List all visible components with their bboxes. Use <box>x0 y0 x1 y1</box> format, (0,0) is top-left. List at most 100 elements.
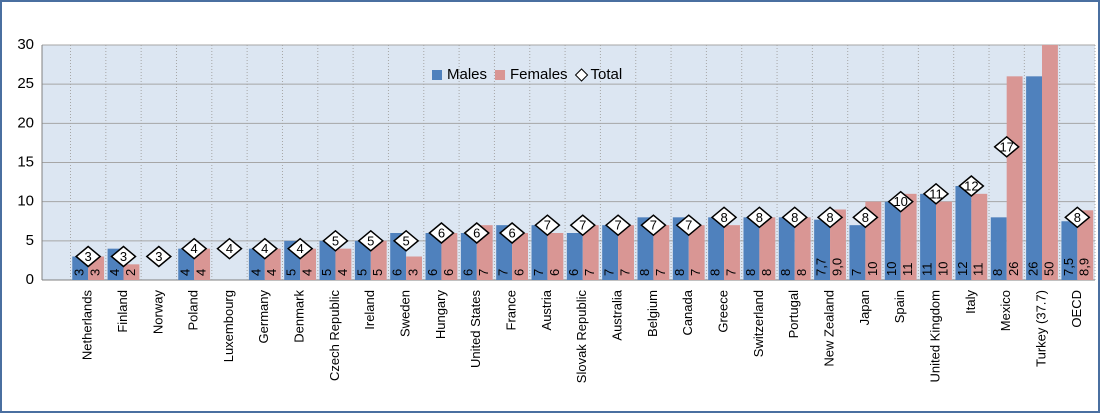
total-label: 7 <box>614 218 621 233</box>
value-label: 11 <box>971 263 986 277</box>
value-label: 11 <box>900 263 915 277</box>
x-tick-label: Australia <box>610 289 625 340</box>
bar <box>778 217 795 280</box>
total-label: 11 <box>929 186 943 201</box>
total-label: 6 <box>508 225 515 240</box>
total-marker <box>887 190 914 213</box>
bar <box>566 233 583 280</box>
value-label: 3 <box>72 269 87 276</box>
value-label: 10 <box>935 262 950 276</box>
total-marker <box>498 222 526 244</box>
value-label: 6 <box>390 269 405 276</box>
total-marker <box>74 245 102 268</box>
value-label: 8 <box>990 269 1005 276</box>
total-label: 4 <box>191 241 198 256</box>
value-label: 4 <box>264 269 279 276</box>
value-label: 5 <box>319 269 334 276</box>
total-marker <box>958 175 985 197</box>
total-label: 8 <box>791 210 798 225</box>
total-label: 4 <box>261 241 268 256</box>
y-tick-label: 25 <box>17 75 34 92</box>
bar <box>920 193 937 280</box>
value-label: 7 <box>476 269 491 276</box>
bar <box>794 217 811 280</box>
bar <box>194 248 211 280</box>
value-label: 7,5 <box>1061 258 1076 276</box>
total-label: 4 <box>226 241 233 256</box>
x-tick-label: Germany <box>256 290 271 344</box>
bar <box>335 248 352 280</box>
value-label: 9,0 <box>829 258 844 276</box>
total-label: 8 <box>826 210 833 225</box>
bar <box>990 217 1007 280</box>
total-label: 7 <box>685 218 692 233</box>
bar <box>653 225 670 280</box>
value-label: 7 <box>496 269 511 276</box>
bar <box>724 225 740 280</box>
value-label: 10 <box>865 262 880 276</box>
total-label: 3 <box>85 249 92 264</box>
value-label: 6 <box>511 269 526 276</box>
bar <box>759 217 776 280</box>
bar <box>830 209 846 280</box>
bar <box>814 219 831 280</box>
legend-swatch <box>574 68 589 82</box>
value-label: 5 <box>370 269 385 276</box>
value-label: 6 <box>441 269 456 276</box>
bar <box>441 233 458 280</box>
bar <box>300 248 317 280</box>
x-tick-label: Greece <box>715 290 730 333</box>
y-tick-label: 10 <box>17 193 34 210</box>
bar <box>900 193 917 280</box>
bar <box>971 193 988 280</box>
value-label: 26 <box>1025 262 1040 276</box>
total-marker <box>604 214 632 237</box>
total-marker <box>922 182 950 205</box>
bar <box>936 201 952 280</box>
total-marker <box>322 229 349 252</box>
bar <box>319 240 336 280</box>
total-marker <box>534 214 561 237</box>
value-label: 4 <box>194 269 209 276</box>
total-marker <box>569 214 596 237</box>
value-label: 8 <box>759 269 774 276</box>
legend-swatch <box>495 70 506 80</box>
value-label: 8 <box>778 269 793 276</box>
bar <box>547 233 564 280</box>
bar <box>1061 221 1078 280</box>
bar <box>370 240 387 280</box>
bar <box>264 248 281 280</box>
value-label: 6 <box>547 269 562 276</box>
total-label: 5 <box>402 233 409 248</box>
y-tick-label: 20 <box>17 114 34 131</box>
legend-swatch <box>432 70 442 80</box>
total-label: 4 <box>297 241 304 256</box>
x-tick-label: Sweden <box>398 290 413 337</box>
bar <box>354 240 371 280</box>
bar <box>1077 210 1094 280</box>
y-tick-label: 0 <box>26 271 34 288</box>
total-marker <box>392 229 420 252</box>
bar <box>460 233 477 280</box>
x-tick-label: Denmark <box>292 290 307 343</box>
x-tick-label: Luxembourg <box>221 290 236 362</box>
x-tick-label: Finland <box>115 290 130 333</box>
bar <box>406 256 423 280</box>
bar <box>637 217 654 280</box>
total-marker <box>816 206 844 229</box>
value-label: 10 <box>884 262 899 276</box>
value-label: 4 <box>178 269 193 276</box>
x-tick-label: Mexico <box>998 290 1013 331</box>
total-label: 5 <box>367 233 374 248</box>
total-marker <box>110 245 137 268</box>
x-tick-label: Ireland <box>362 290 377 330</box>
value-label: 7 <box>688 269 703 276</box>
x-tick-label: Hungary <box>433 290 448 340</box>
value-label: 8 <box>743 269 758 276</box>
bar <box>708 217 725 280</box>
value-label: 5 <box>284 269 299 276</box>
x-tick-label: New Zealand <box>821 290 836 367</box>
total-marker <box>781 206 808 229</box>
value-label: 4 <box>335 269 350 276</box>
